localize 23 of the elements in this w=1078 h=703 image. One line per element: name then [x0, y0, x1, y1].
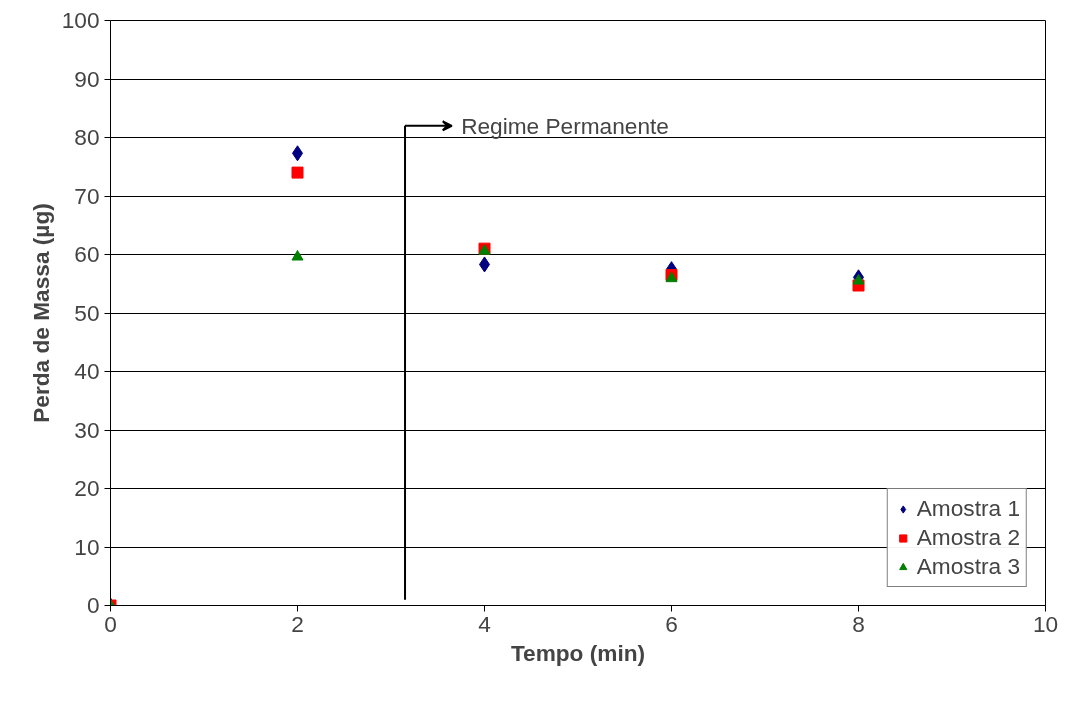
- y-tick-label: 80: [74, 124, 100, 150]
- x-tick-label: 4: [478, 610, 491, 637]
- y-tick-label: 0: [86, 592, 100, 618]
- x-tick-label: 0: [104, 610, 117, 637]
- legend-label: Amostra 3: [916, 553, 1020, 580]
- y-tick-label: 10: [74, 533, 100, 560]
- x-tick-label: 8: [852, 610, 865, 637]
- y-tick-label: 50: [74, 299, 100, 326]
- legend-label: Amostra 1: [916, 495, 1020, 522]
- ref-line-label: Regime Permanente: [461, 112, 669, 139]
- y-tick-label: 40: [74, 358, 100, 384]
- y-tick-label: 70: [74, 182, 100, 209]
- y-tick-label: 30: [74, 416, 100, 443]
- x-axis-title: Tempo (min): [510, 639, 646, 666]
- y-tick-label: 100: [61, 7, 100, 33]
- x-tick-label: 10: [1032, 610, 1059, 637]
- y-tick-label: 60: [74, 241, 100, 267]
- y-tick-label: 90: [74, 65, 100, 92]
- x-tick-label: 2: [291, 610, 304, 637]
- x-tick-label: 6: [665, 610, 678, 637]
- y-axis-title: Perda de Massa (µg): [27, 203, 54, 423]
- legend-label: Amostra 2: [916, 524, 1020, 551]
- y-tick-label: 20: [74, 475, 100, 501]
